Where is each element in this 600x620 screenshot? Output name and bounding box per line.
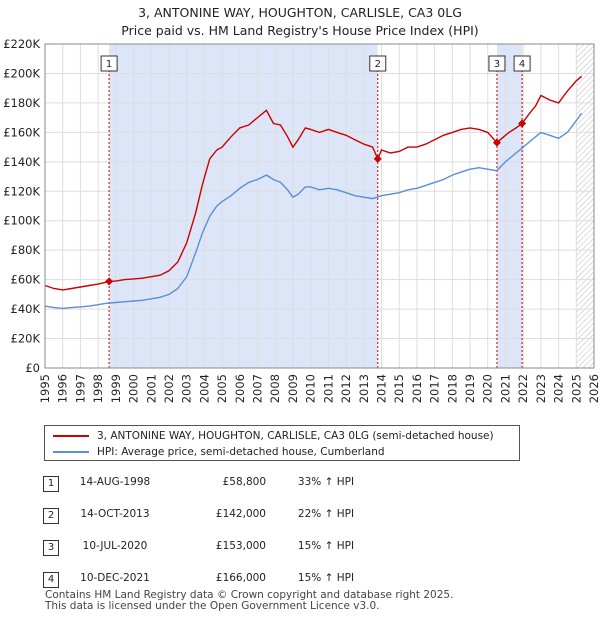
x-tick-label: 2025	[569, 374, 583, 403]
sale-hpi-delta: 22% ↑ HPI	[297, 508, 355, 520]
forecast-hatch	[576, 44, 594, 368]
title-line-2: Price paid vs. HM Land Registry's House …	[121, 23, 479, 38]
x-tick-label: 2006	[233, 374, 247, 403]
sale-date: 10-DEC-2021	[80, 572, 150, 584]
sale-label-text: 1	[106, 59, 112, 70]
sale-price: £166,000	[215, 572, 266, 584]
table-row: 1 14-AUG-1998 £58,800 33% ↑ HPI	[0, 470, 600, 500]
footer-line-1: Contains HM Land Registry data © Crown c…	[45, 589, 454, 601]
x-tick-label: 1999	[109, 374, 123, 403]
sale-number-badge: 1	[43, 476, 59, 492]
sale-period-shade	[109, 44, 378, 368]
y-tick-label: £80K	[11, 243, 41, 257]
y-tick-label: £60K	[11, 273, 41, 287]
series-line-hpi	[44, 112, 583, 310]
y-tick-label: £120K	[3, 184, 40, 198]
chart-title: 3, ANTONINE WAY, HOUGHTON, CARLISLE, CA3…	[0, 4, 600, 40]
sale-date: 10-JUL-2020	[82, 540, 148, 552]
sale-price: £58,800	[222, 476, 266, 488]
sale-label-text: 2	[375, 59, 381, 70]
x-tick-label: 2013	[357, 374, 371, 403]
x-tick-label: 2009	[286, 374, 300, 403]
y-tick-label: £180K	[3, 96, 40, 110]
sale-point	[373, 154, 382, 163]
legend-item-hpi: HPI: Average price, semi-detached house,…	[53, 444, 385, 460]
y-tick-label: £140K	[3, 155, 40, 169]
sale-hpi-delta: 33% ↑ HPI	[297, 476, 355, 488]
sale-number-badge: 4	[43, 572, 59, 588]
x-tick-label: 2014	[374, 374, 388, 403]
x-tick-label: 2026	[587, 374, 600, 403]
plot-frame	[44, 43, 595, 369]
legend-label-property: 3, ANTONINE WAY, HOUGHTON, CARLISLE, CA3…	[97, 430, 494, 442]
legend-item-property: 3, ANTONINE WAY, HOUGHTON, CARLISLE, CA3…	[53, 428, 494, 444]
sale-label-box	[100, 55, 118, 72]
x-tick-label: 2010	[304, 374, 318, 403]
y-tick-label: £100K	[3, 214, 40, 228]
y-tick-label: £200K	[3, 66, 40, 80]
x-tick-label: 1995	[38, 374, 52, 403]
x-tick-label: 2012	[339, 374, 353, 403]
x-tick-label: 2019	[463, 374, 477, 403]
sale-label-box	[369, 55, 387, 72]
table-row: 3 10-JUL-2020 £153,000 15% ↑ HPI	[0, 534, 600, 564]
sale-label-text: 4	[519, 59, 525, 70]
y-tick-label: £40K	[11, 302, 41, 316]
sale-hpi-delta: 15% ↑ HPI	[297, 572, 355, 584]
legend-swatch-hpi	[53, 451, 89, 453]
x-tick-label: 2017	[428, 374, 442, 403]
x-tick-label: 2021	[498, 374, 512, 403]
sale-point	[518, 119, 527, 128]
x-tick-label: 2001	[144, 374, 158, 403]
x-tick-label: 1997	[73, 374, 87, 403]
x-tick-label: 1998	[91, 374, 105, 403]
table-row: 2 14-OCT-2013 £142,000 22% ↑ HPI	[0, 502, 600, 532]
legend-label-hpi: HPI: Average price, semi-detached house,…	[97, 446, 385, 458]
x-tick-label: 1996	[56, 374, 70, 403]
footer-line-2: This data is licensed under the Open Gov…	[45, 600, 380, 612]
y-tick-label: £220K	[3, 37, 40, 51]
sale-label-box	[513, 55, 531, 72]
sale-label-box	[488, 55, 506, 72]
x-tick-label: 2015	[392, 374, 406, 403]
x-tick-label: 2011	[321, 374, 335, 403]
sale-number-badge: 3	[43, 540, 59, 556]
y-tick-label: £0	[25, 361, 40, 375]
sale-number-badge: 2	[43, 508, 59, 524]
price-chart: 1 2 3 4 £0 £20K £40K £60K £80K £100K £120K £140K £16…	[3, 37, 600, 403]
x-tick-label: 2023	[534, 374, 548, 403]
footer-attribution: Contains HM Land Registry data © Crown c…	[45, 590, 453, 612]
x-tick-label: 2024	[552, 374, 566, 403]
sale-hpi-delta: 15% ↑ HPI	[297, 540, 355, 552]
x-tick-label: 2022	[516, 374, 530, 403]
sale-price: £142,000	[215, 508, 266, 520]
title-line-1: 3, ANTONINE WAY, HOUGHTON, CARLISLE, CA3…	[138, 5, 462, 20]
x-tick-label: 2007	[251, 374, 265, 403]
x-tick-label: 2004	[197, 374, 211, 403]
x-tick-label: 2020	[481, 374, 495, 403]
x-tick-label: 2016	[410, 374, 424, 403]
sale-date: 14-AUG-1998	[79, 476, 151, 488]
x-tick-label: 2008	[268, 374, 282, 403]
y-tick-label: £160K	[3, 125, 40, 139]
sale-period-shade	[496, 44, 523, 368]
x-tick-label: 2000	[127, 374, 141, 403]
legend: 3, ANTONINE WAY, HOUGHTON, CARLISLE, CA3…	[44, 425, 520, 461]
sale-label-text: 3	[494, 59, 500, 70]
x-tick-label: 2005	[215, 374, 229, 403]
table-row: 4 10-DEC-2021 £166,000 15% ↑ HPI	[0, 566, 600, 596]
sale-point	[105, 277, 114, 286]
sale-date: 14-OCT-2013	[80, 508, 150, 520]
y-tick-label: £20K	[11, 332, 41, 346]
series-line-property	[44, 75, 583, 291]
x-tick-label: 2018	[445, 374, 459, 403]
sale-price: £153,000	[215, 540, 266, 552]
legend-swatch-property	[53, 435, 89, 437]
sale-point	[492, 138, 501, 147]
x-tick-label: 2002	[162, 374, 176, 403]
x-tick-label: 2003	[180, 374, 194, 403]
